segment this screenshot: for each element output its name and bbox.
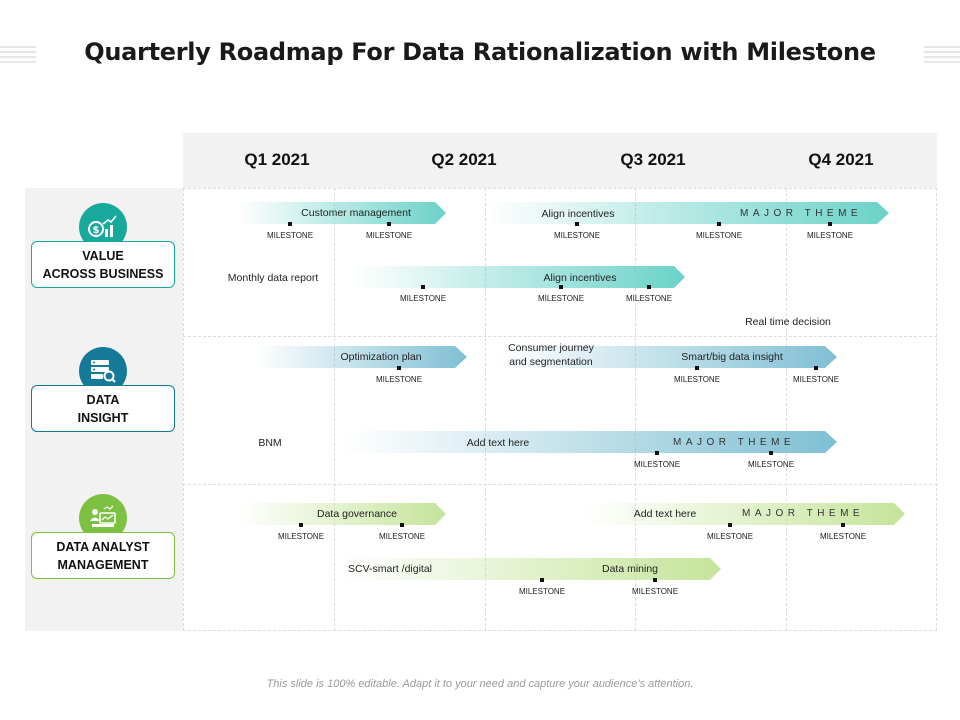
section-label-insight: DATA INSIGHT xyxy=(31,385,175,432)
row-label: Monthly data report xyxy=(227,272,319,284)
milestone-label: MILESTONE xyxy=(399,294,447,303)
row-label: Real time decision xyxy=(745,316,831,328)
decorative-lines-right xyxy=(924,46,960,66)
major-theme-label: MAJOR THEME xyxy=(742,508,865,519)
quarter-header xyxy=(183,133,937,188)
milestone-label: MILESTONE xyxy=(277,532,325,541)
milestone-dot xyxy=(695,366,699,370)
milestone-label: MILESTONE xyxy=(792,375,840,384)
milestone-label: MILESTONE xyxy=(695,231,743,240)
grid-line xyxy=(183,630,937,631)
decorative-lines-left xyxy=(0,46,36,66)
roadmap-bar xyxy=(345,431,837,453)
bar-label: and segmentation xyxy=(509,356,593,368)
roadmap-grid xyxy=(183,188,937,631)
milestone-label: MILESTONE xyxy=(625,294,673,303)
milestone-label: MILESTONE xyxy=(553,231,601,240)
milestone-dot xyxy=(814,366,818,370)
grid-line xyxy=(183,484,937,485)
milestone-dot xyxy=(299,523,303,527)
grid-line xyxy=(936,188,937,631)
roadmap-bar xyxy=(238,503,446,525)
milestone-dot xyxy=(728,523,732,527)
section-title-line2: ACROSS BUSINESS xyxy=(42,266,164,281)
milestone-dot xyxy=(559,285,563,289)
section-title-line2: MANAGEMENT xyxy=(57,557,149,572)
grid-line xyxy=(183,336,937,337)
milestone-dot xyxy=(540,578,544,582)
milestone-dot xyxy=(387,222,391,226)
milestone-label: MILESTONE xyxy=(378,532,426,541)
section-label-analyst: DATA ANALYST MANAGEMENT xyxy=(31,532,175,579)
roadmap-bar xyxy=(486,202,889,224)
bar-label: Data mining xyxy=(601,563,659,575)
milestone-dot xyxy=(647,285,651,289)
roadmap-bar xyxy=(338,558,721,580)
milestone-label: MILESTONE xyxy=(747,460,795,469)
milestone-dot xyxy=(655,451,659,455)
grid-line xyxy=(183,188,184,631)
footer-note: This slide is 100% editable. Adapt it to… xyxy=(266,678,694,690)
milestone-label: MILESTONE xyxy=(365,231,413,240)
grid-line xyxy=(485,188,486,631)
quarter-label-q4: Q4 2021 xyxy=(808,150,874,169)
grid-line xyxy=(334,188,335,631)
grid-line xyxy=(635,188,636,631)
page-title: Quarterly Roadmap For Data Rationalizati… xyxy=(84,38,876,66)
milestone-dot xyxy=(828,222,832,226)
section-title-line2: INSIGHT xyxy=(77,410,129,425)
milestone-label: MILESTONE xyxy=(266,231,314,240)
milestone-label: MILESTONE xyxy=(633,460,681,469)
bar-label: Consumer journey xyxy=(508,342,594,354)
bar-label: Add text here xyxy=(633,508,697,520)
milestone-dot xyxy=(717,222,721,226)
section-label-value: VALUE ACROSS BUSINESS xyxy=(31,241,175,288)
major-theme-label: MAJOR THEME xyxy=(673,437,796,448)
roadmap-bar xyxy=(500,346,837,368)
bar-label: Data governance xyxy=(317,508,397,520)
milestone-dot xyxy=(575,222,579,226)
row-label: BNM xyxy=(258,437,282,449)
milestone-label: MILESTONE xyxy=(518,587,566,596)
section-title-line1: DATA ANALYST xyxy=(56,539,150,554)
quarter-label-q2: Q2 2021 xyxy=(431,150,497,169)
roadmap-bar xyxy=(257,346,467,368)
milestone-dot xyxy=(769,451,773,455)
bar-label: Optimization plan xyxy=(340,351,422,363)
quarter-label-q1: Q1 2021 xyxy=(244,150,310,169)
roadmap-bar xyxy=(238,202,446,224)
milestone-dot xyxy=(421,285,425,289)
quarter-label-q3: Q3 2021 xyxy=(620,150,686,169)
section-title-line1: DATA xyxy=(86,392,120,407)
bar-label: Smart/big data insight xyxy=(681,351,783,363)
milestone-dot xyxy=(841,523,845,527)
milestone-dot xyxy=(400,523,404,527)
milestone-label: MILESTONE xyxy=(631,587,679,596)
roadmap-bar xyxy=(585,503,905,525)
bar-label: Customer management xyxy=(301,207,411,219)
milestone-dot xyxy=(653,578,657,582)
grid-line xyxy=(786,188,787,631)
milestone-dot xyxy=(397,366,401,370)
milestone-label: MILESTONE xyxy=(706,532,754,541)
milestone-label: MILESTONE xyxy=(537,294,585,303)
bar-label: Add text here xyxy=(466,437,530,449)
roadmap-bar xyxy=(352,266,685,288)
milestone-dot xyxy=(288,222,292,226)
bar-label: SCV-smart /digital xyxy=(347,563,433,575)
milestone-label: MILESTONE xyxy=(673,375,721,384)
bar-label: Align incentives xyxy=(541,208,615,220)
grid-line xyxy=(183,188,937,189)
svg-text:$: $ xyxy=(93,225,100,236)
major-theme-label: MAJOR THEME xyxy=(740,208,863,219)
section-title-line1: VALUE xyxy=(82,248,124,263)
milestone-label: MILESTONE xyxy=(819,532,867,541)
milestone-label: MILESTONE xyxy=(806,231,854,240)
bar-label: Align incentives xyxy=(543,272,617,284)
milestone-label: MILESTONE xyxy=(375,375,423,384)
